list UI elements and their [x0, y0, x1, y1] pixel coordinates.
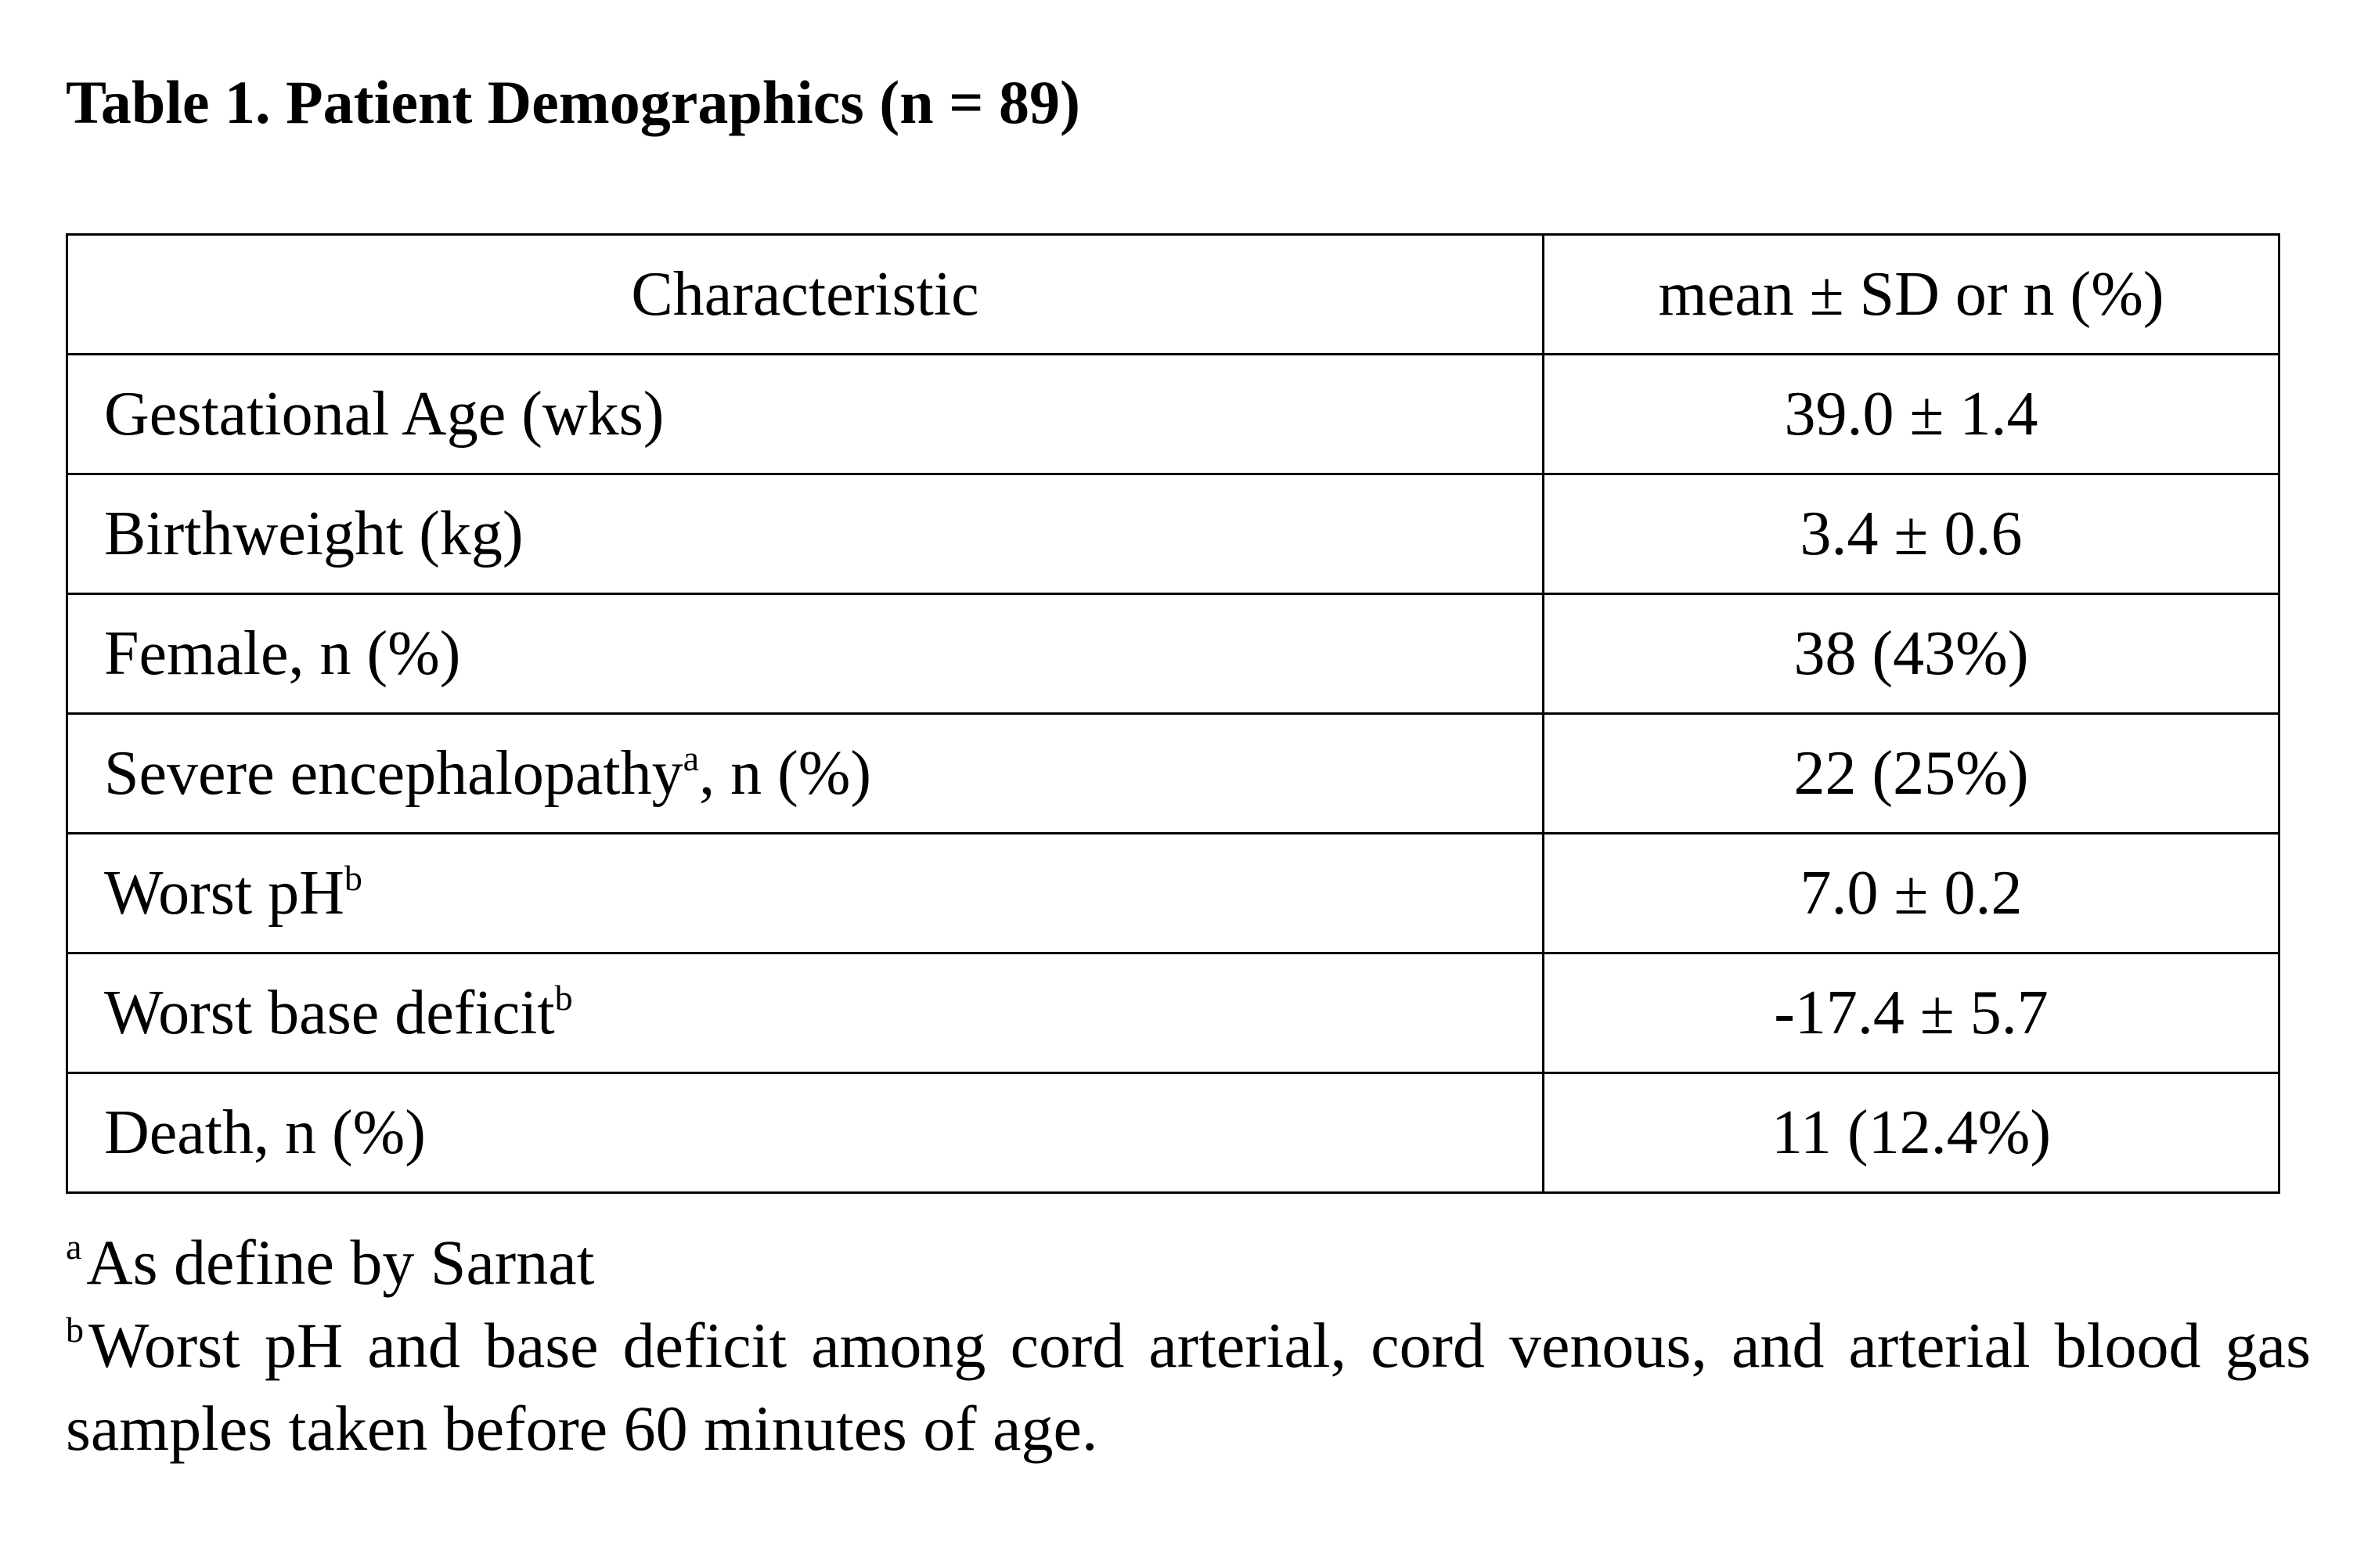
row-label-text: Worst pH [104, 859, 344, 928]
row-label-text: Gestational Age (wks) [104, 380, 665, 449]
row-label-text: Birthweight (kg) [104, 499, 524, 568]
row-value: 22 (25%) [1542, 712, 2280, 834]
footnote-marker: b [344, 858, 362, 898]
row-label: Worst base deficitb [66, 952, 1544, 1074]
row-label: Female, n (%) [66, 593, 1544, 715]
row-label-text: Severe encephalopathy [104, 739, 683, 808]
footnote-a: aAs define by Sarnat [66, 1221, 2311, 1304]
row-label-text: Female, n (%) [104, 619, 461, 688]
footnote-text: As define by Sarnat [86, 1227, 595, 1298]
table-row: Worst pHb 7.0 ± 0.2 [66, 832, 2280, 954]
footnote-mark: a [66, 1227, 82, 1267]
footnote-marker: b [554, 978, 573, 1018]
row-label: Worst pHb [66, 832, 1544, 954]
row-value: 38 (43%) [1542, 593, 2280, 715]
row-value: 3.4 ± 0.6 [1542, 473, 2280, 595]
table-title: Table 1. Patient Demographics (n = 89) [66, 68, 1081, 136]
column-header-value: mean ± SD or n (%) [1542, 233, 2280, 355]
table-row: Female, n (%) 38 (43%) [66, 593, 2280, 715]
row-label: Birthweight (kg) [66, 473, 1544, 595]
row-label: Severe encephalopathya, n (%) [66, 712, 1544, 834]
row-value: 11 (12.4%) [1542, 1072, 2280, 1194]
row-label-suffix: , n (%) [699, 739, 871, 808]
table-row: Death, n (%) 11 (12.4%) [66, 1072, 2280, 1194]
row-value: 7.0 ± 0.2 [1542, 832, 2280, 954]
table-row: Gestational Age (wks) 39.0 ± 1.4 [66, 353, 2280, 475]
column-header-characteristic: Characteristic [66, 233, 1544, 355]
table-header-row: Characteristic mean ± SD or n (%) [66, 233, 2280, 355]
table-row: Worst base deficitb -17.4 ± 5.7 [66, 952, 2280, 1074]
table-footnotes: aAs define by Sarnat bWorst pH and base … [66, 1221, 2311, 1470]
row-label-text: Death, n (%) [104, 1098, 426, 1167]
footnote-marker: a [683, 738, 700, 778]
table-row: Severe encephalopathya, n (%) 22 (25%) [66, 712, 2280, 834]
table-row: Birthweight (kg) 3.4 ± 0.6 [66, 473, 2280, 595]
footnote-text: Worst pH and base deficit among cord art… [66, 1310, 2311, 1464]
row-value: -17.4 ± 5.7 [1542, 952, 2280, 1074]
footnote-mark: b [66, 1310, 84, 1350]
row-label: Death, n (%) [66, 1072, 1544, 1194]
footnote-b: bWorst pH and base deficit among cord ar… [66, 1304, 2311, 1470]
row-value: 39.0 ± 1.4 [1542, 353, 2280, 475]
demographics-table: Characteristic mean ± SD or n (%) Gestat… [66, 233, 2280, 1194]
row-label-text: Worst base deficit [104, 979, 555, 1047]
row-label: Gestational Age (wks) [66, 353, 1544, 475]
